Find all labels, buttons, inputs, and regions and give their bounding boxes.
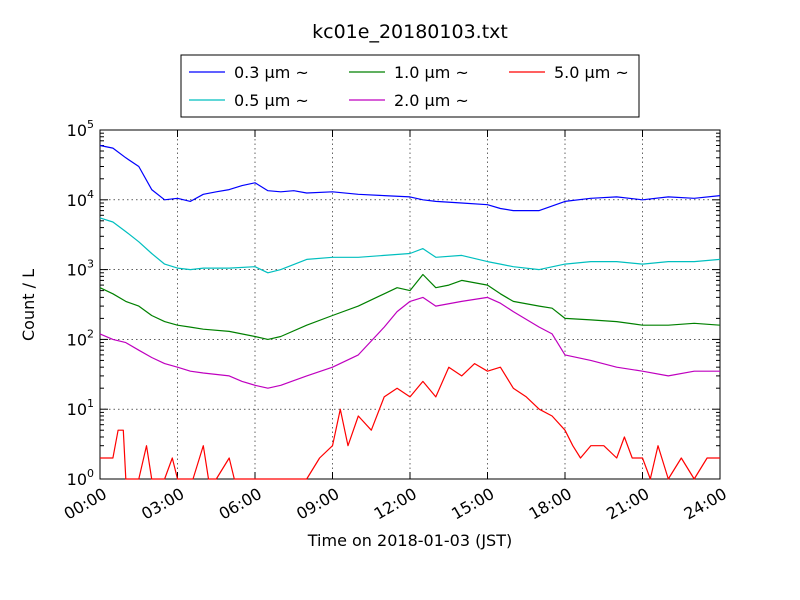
- y-tick-label: 104: [67, 188, 94, 210]
- series-line-3: [99, 296, 720, 389]
- series-line-4: [100, 363, 720, 480]
- chart-title: kc01e_20180103.txt: [312, 21, 508, 43]
- legend: 0.3 μm ~ 0.5 μm ~ 1.0 μm ~ 2.0 μm ~ 5.0 μm ~: [180, 54, 640, 118]
- plot-frame: [99, 129, 721, 480]
- x-tick-label: 12:00: [371, 484, 420, 524]
- y-tick-exponent: 2: [87, 327, 94, 340]
- legend-label-4: 5.0 μm ~: [554, 63, 629, 82]
- x-tick-label: 24:00: [681, 484, 730, 524]
- x-tick-label: 15:00: [448, 484, 497, 524]
- series-line-0: [99, 144, 721, 212]
- axis-ticks: [99, 129, 721, 480]
- legend-label-0: 0.3 μm ~: [234, 63, 309, 82]
- legend-label-1: 0.5 μm ~: [234, 91, 309, 110]
- y-tick-base: 10: [67, 191, 87, 210]
- legend-frame: [180, 54, 640, 118]
- y-tick-label: 102: [67, 327, 94, 349]
- y-tick-exponent: 0: [87, 467, 94, 480]
- y-tick-label: 101: [67, 397, 94, 419]
- y-tick-label: 100: [67, 467, 94, 489]
- legend-label-3: 2.0 μm ~: [394, 91, 469, 110]
- legend-label-2: 1.0 μm ~: [394, 63, 469, 82]
- x-axis-label: Time on 2018-01-03 (JST): [307, 531, 512, 550]
- y-tick-exponent: 3: [87, 258, 94, 271]
- series-line-2: [99, 273, 721, 340]
- y-tick-base: 10: [67, 330, 87, 349]
- series-line-1: [99, 217, 721, 274]
- x-tick-label: 09:00: [293, 484, 342, 524]
- y-tick-label: 105: [67, 118, 94, 140]
- x-tick-label: 06:00: [216, 484, 265, 524]
- y-tick-label: 103: [67, 258, 94, 280]
- x-tick-label: 18:00: [526, 484, 575, 524]
- x-tick-labels: 00:00 03:00 06:00 09:00 12:00 15:00 18:00 21:00…: [61, 484, 730, 524]
- y-tick-base: 10: [67, 261, 87, 280]
- x-tick-label: 21:00: [603, 484, 652, 524]
- y-tick-exponent: 5: [87, 118, 94, 131]
- y-axis-label: Count / L: [19, 269, 38, 341]
- x-tick-label: 03:00: [138, 484, 187, 524]
- y-tick-exponent: 4: [87, 188, 94, 201]
- series-group: [99, 144, 721, 480]
- y-tick-base: 10: [67, 400, 87, 419]
- y-tick-base: 10: [67, 121, 87, 140]
- x-tick-label: 00:00: [61, 484, 110, 524]
- y-tick-exponent: 1: [87, 397, 94, 410]
- y-tick-base: 10: [67, 470, 87, 489]
